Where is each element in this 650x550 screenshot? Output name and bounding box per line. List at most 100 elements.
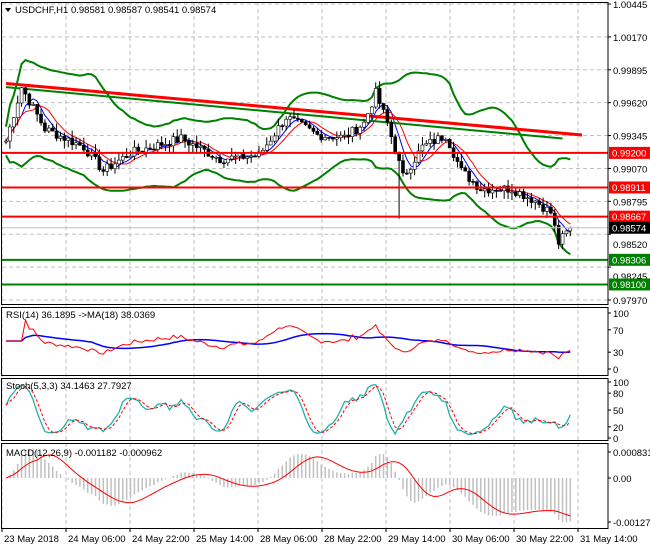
candle-body	[436, 135, 440, 144]
candle-body	[113, 163, 117, 169]
candle-body	[233, 155, 238, 158]
candle-body	[416, 150, 421, 163]
candle-body	[335, 137, 339, 140]
candle-body	[19, 87, 24, 104]
candle-body	[276, 125, 281, 137]
candle-body	[428, 139, 433, 144]
price-tick-label: 0.98520	[613, 240, 647, 251]
candle-body	[78, 142, 82, 146]
candle-body	[541, 204, 545, 212]
stoch-panel[interactable]	[5, 383, 571, 436]
rsi-panel[interactable]	[6, 318, 571, 360]
candle-body	[128, 155, 133, 158]
level-tag	[609, 253, 650, 266]
macd-title: MACD(12,26,9) -0.001182 -0.000962	[6, 448, 162, 459]
price-tick-label: 1.00445	[613, 0, 647, 11]
candle-body	[389, 121, 394, 138]
candle-body	[66, 137, 71, 141]
level-tag	[609, 210, 650, 223]
candle-body	[136, 146, 141, 152]
candle-body	[167, 144, 172, 147]
time-tick-label: 31 May 14:00	[580, 534, 638, 545]
candle-body	[307, 124, 312, 129]
candle-body	[373, 88, 378, 108]
candle-body	[358, 126, 362, 134]
grid	[1, 2, 608, 528]
candle-body	[517, 191, 522, 196]
candle-body	[420, 144, 425, 152]
candle-body	[229, 155, 234, 160]
time-tick-label: 23 May 2018	[4, 534, 59, 545]
panel-frame	[1, 443, 609, 529]
time-tick-label: 24 May 06:00	[68, 534, 126, 545]
price-tick-label: 0.99070	[613, 164, 647, 175]
candle-body	[62, 135, 67, 141]
candle-body	[463, 167, 468, 172]
candle-body	[494, 189, 499, 192]
candle-body	[447, 139, 452, 149]
candle-body	[377, 88, 382, 104]
panel-frame	[1, 2, 609, 305]
candle-body	[152, 148, 156, 151]
time-tick-label: 30 May 22:00	[516, 534, 574, 545]
candle-body	[401, 160, 405, 174]
price-panel[interactable]	[2, 58, 608, 286]
stoch-axis-label: 50	[613, 406, 624, 417]
candle-body	[210, 155, 215, 158]
candle-body	[549, 206, 553, 214]
candle-body	[342, 134, 347, 137]
candle-body	[323, 137, 327, 141]
candle-body	[288, 116, 292, 120]
candle-body	[39, 113, 43, 124]
candle-body	[471, 181, 475, 183]
candle-body	[198, 145, 203, 148]
rsi-line	[6, 318, 571, 360]
candle-body	[144, 147, 148, 153]
stoch-signal-line	[5, 385, 571, 435]
candle-body	[50, 127, 55, 132]
candle-body	[70, 137, 74, 146]
candle-body	[47, 127, 51, 132]
candle-body	[475, 181, 479, 190]
candle-body	[218, 157, 222, 164]
candle-body	[545, 206, 549, 212]
time-tick-label: 25 May 14:00	[196, 534, 254, 545]
candle-body	[432, 139, 436, 144]
bollinger-lower	[5, 154, 571, 256]
time-tick-label: 28 May 22:00	[324, 534, 382, 545]
candle-body	[194, 143, 199, 148]
candle-body	[101, 169, 106, 172]
collapse-triangle-icon[interactable]	[5, 8, 11, 12]
level-tag	[609, 278, 650, 291]
candle-body	[222, 162, 226, 165]
candle-body	[120, 156, 125, 161]
candle-body	[179, 134, 183, 143]
candle-body	[455, 157, 460, 162]
price-tick-label: 0.98795	[613, 197, 647, 208]
candle-body	[514, 191, 518, 196]
level-label: 0.98667	[612, 212, 646, 223]
candle-body	[23, 87, 28, 95]
header-text: USDCHF,H1 0.98581 0.98587 0.98541 0.9857…	[15, 5, 216, 16]
candle-body	[214, 157, 218, 159]
rsi-ma-line	[6, 332, 571, 353]
rsi-axis-label: 70	[613, 326, 624, 337]
level-label: 0.98306	[612, 255, 646, 266]
candle-body	[521, 191, 526, 200]
candle-body	[187, 140, 191, 146]
macd-panel[interactable]	[5, 448, 572, 523]
candle-body	[183, 134, 187, 142]
candle-body	[397, 153, 401, 161]
candle-body	[117, 159, 121, 165]
candle-body	[27, 93, 32, 106]
candle-body	[315, 131, 320, 135]
candle-body	[408, 169, 413, 174]
current-price-tag	[609, 221, 650, 234]
candle-body	[54, 130, 59, 139]
macd-axis-label: 0.00	[613, 474, 632, 485]
candle-body	[482, 188, 487, 192]
rsi-axis-label: 100	[613, 309, 629, 320]
